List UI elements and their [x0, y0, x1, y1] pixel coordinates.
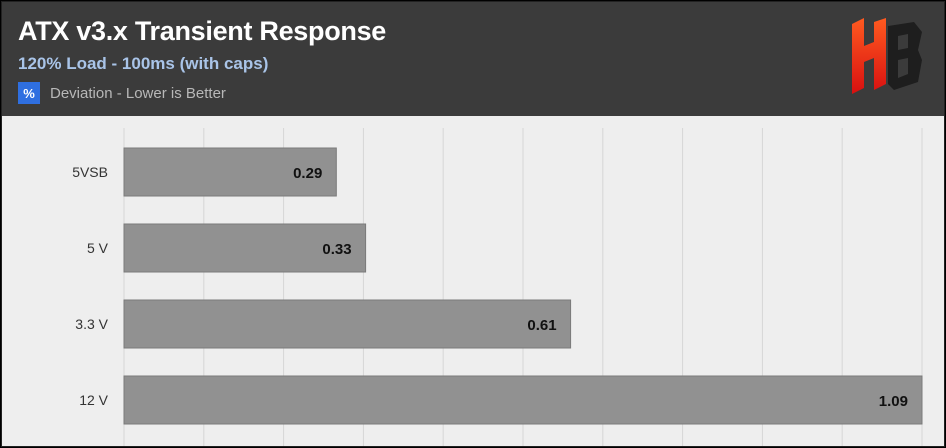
- chart-subtitle: 120% Load - 100ms (with caps): [18, 54, 269, 73]
- chart-header: ATX v3.x Transient Response 120% Load - …: [2, 2, 944, 116]
- data-label: 0.33: [322, 241, 351, 258]
- category-label: 3.3 V: [75, 316, 108, 332]
- category-label: 5 V: [87, 240, 109, 256]
- hb-logo-icon: [848, 18, 924, 96]
- legend-swatch: %: [18, 82, 40, 104]
- chart-title: ATX v3.x Transient Response: [18, 16, 387, 46]
- chart-plot-area: 5VSB 0.29 5 V 0.33 3.3 V 0.61 12 V 1.09: [2, 116, 944, 446]
- bar: [123, 147, 337, 197]
- bar: [123, 299, 572, 349]
- data-label: 1.09: [879, 393, 908, 410]
- bar-chart-svg: 5VSB 0.29 5 V 0.33 3.3 V 0.61 12 V 1.09: [72, 128, 923, 446]
- bar: [123, 223, 367, 273]
- data-label: 0.61: [527, 317, 556, 334]
- category-label: 5VSB: [72, 164, 108, 180]
- chart-legend: % Deviation - Lower is Better: [18, 82, 226, 104]
- data-label: 0.29: [293, 165, 322, 182]
- category-label: 12 V: [79, 392, 108, 408]
- legend-label: Deviation - Lower is Better: [50, 84, 226, 102]
- bar: [123, 375, 923, 425]
